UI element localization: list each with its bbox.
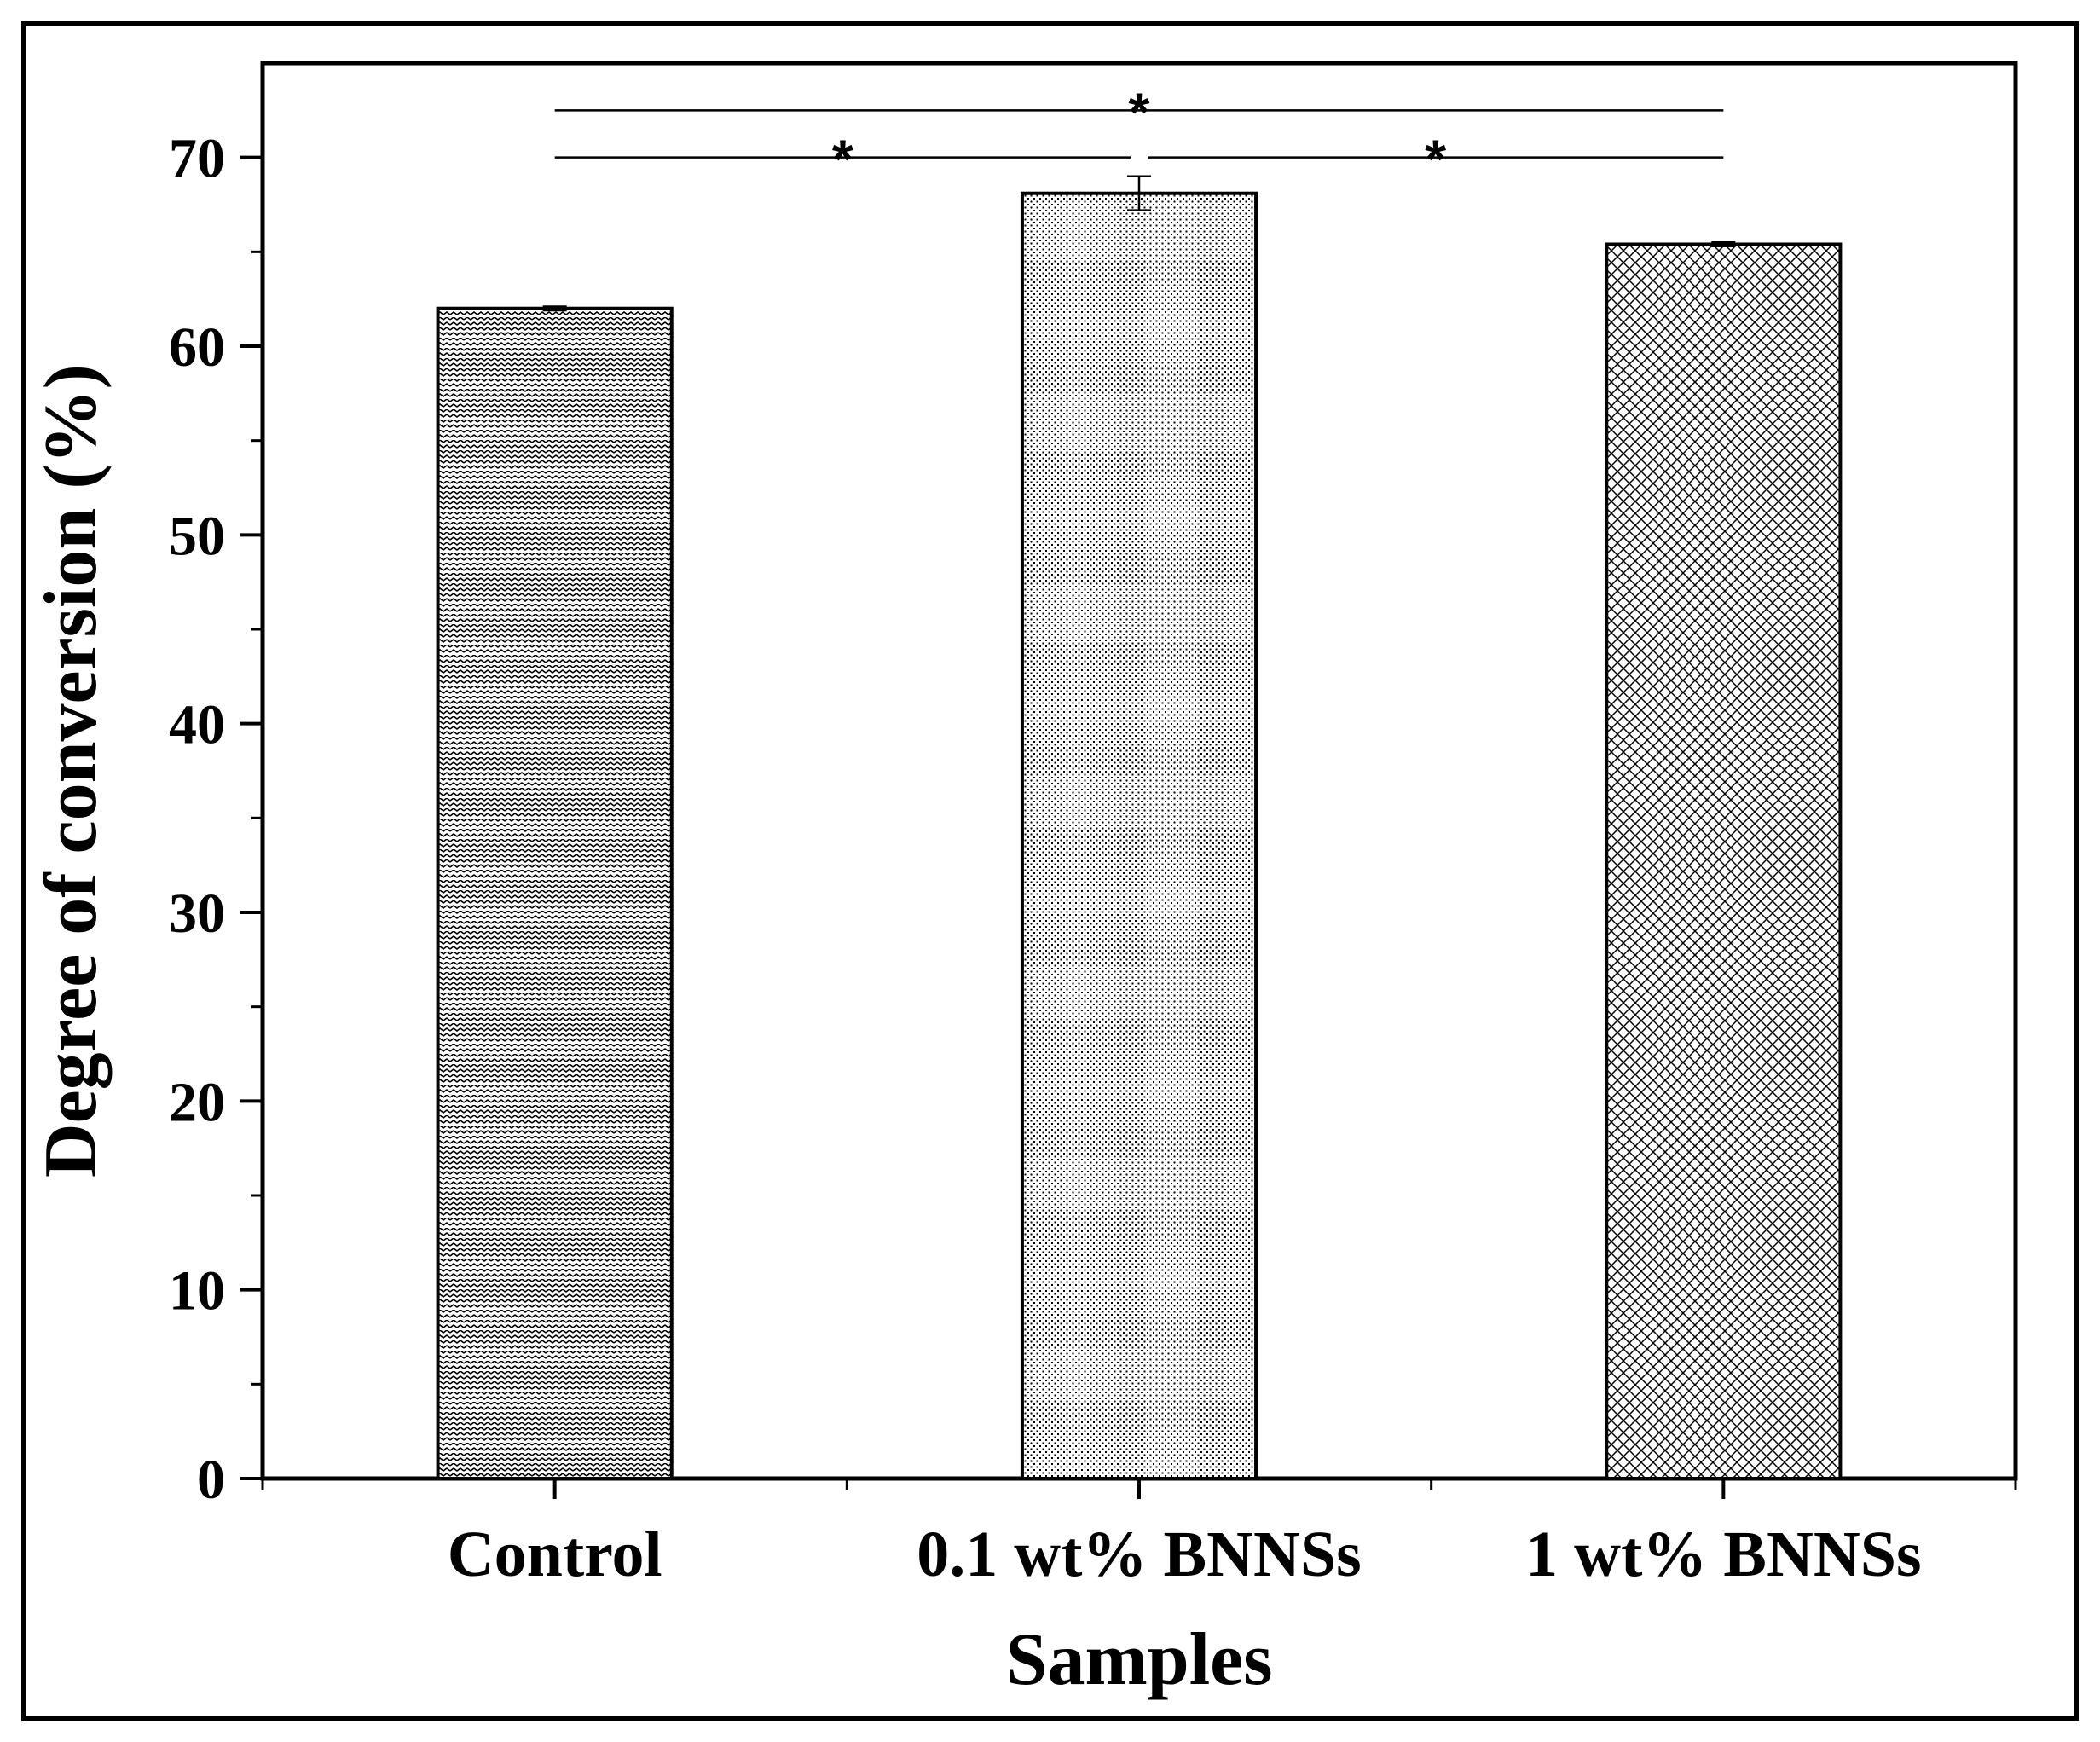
y-tick-label-70: 70 <box>169 128 225 190</box>
significance-star-1: * <box>832 129 853 190</box>
bar-2 <box>1605 242 1843 1481</box>
y-axis-title: Degree of conversion (%) <box>30 364 113 1178</box>
y-tick-label-50: 50 <box>169 505 225 567</box>
x-tick-label-0: Control <box>448 1519 662 1590</box>
bar-1 <box>1020 191 1258 1481</box>
x-tick-label-2: 1 wt% BNNSs <box>1525 1519 1922 1590</box>
significance-star-0: * <box>1129 81 1150 142</box>
y-axis: 0 10 20 30 40 50 60 70 <box>169 128 263 1511</box>
bar-0 <box>436 306 674 1481</box>
y-tick-label-10: 10 <box>169 1260 225 1322</box>
y-tick-label-0: 0 <box>197 1449 225 1511</box>
significance-brackets: * * * <box>554 81 1724 190</box>
y-tick-label-40: 40 <box>169 694 225 756</box>
x-axis: Control 0.1 wt% BNNSs 1 wt% BNNSs <box>261 1479 2017 1590</box>
significance-star-2: * <box>1425 129 1446 190</box>
y-tick-label-60: 60 <box>169 316 225 379</box>
bars <box>436 175 1843 1481</box>
x-axis-title: Samples <box>1006 1618 1273 1701</box>
y-tick-label-30: 30 <box>169 883 225 945</box>
figure-frame <box>21 21 2079 1721</box>
y-tick-label-20: 20 <box>169 1071 225 1133</box>
x-tick-label-1: 0.1 wt% BNNSs <box>917 1519 1362 1590</box>
